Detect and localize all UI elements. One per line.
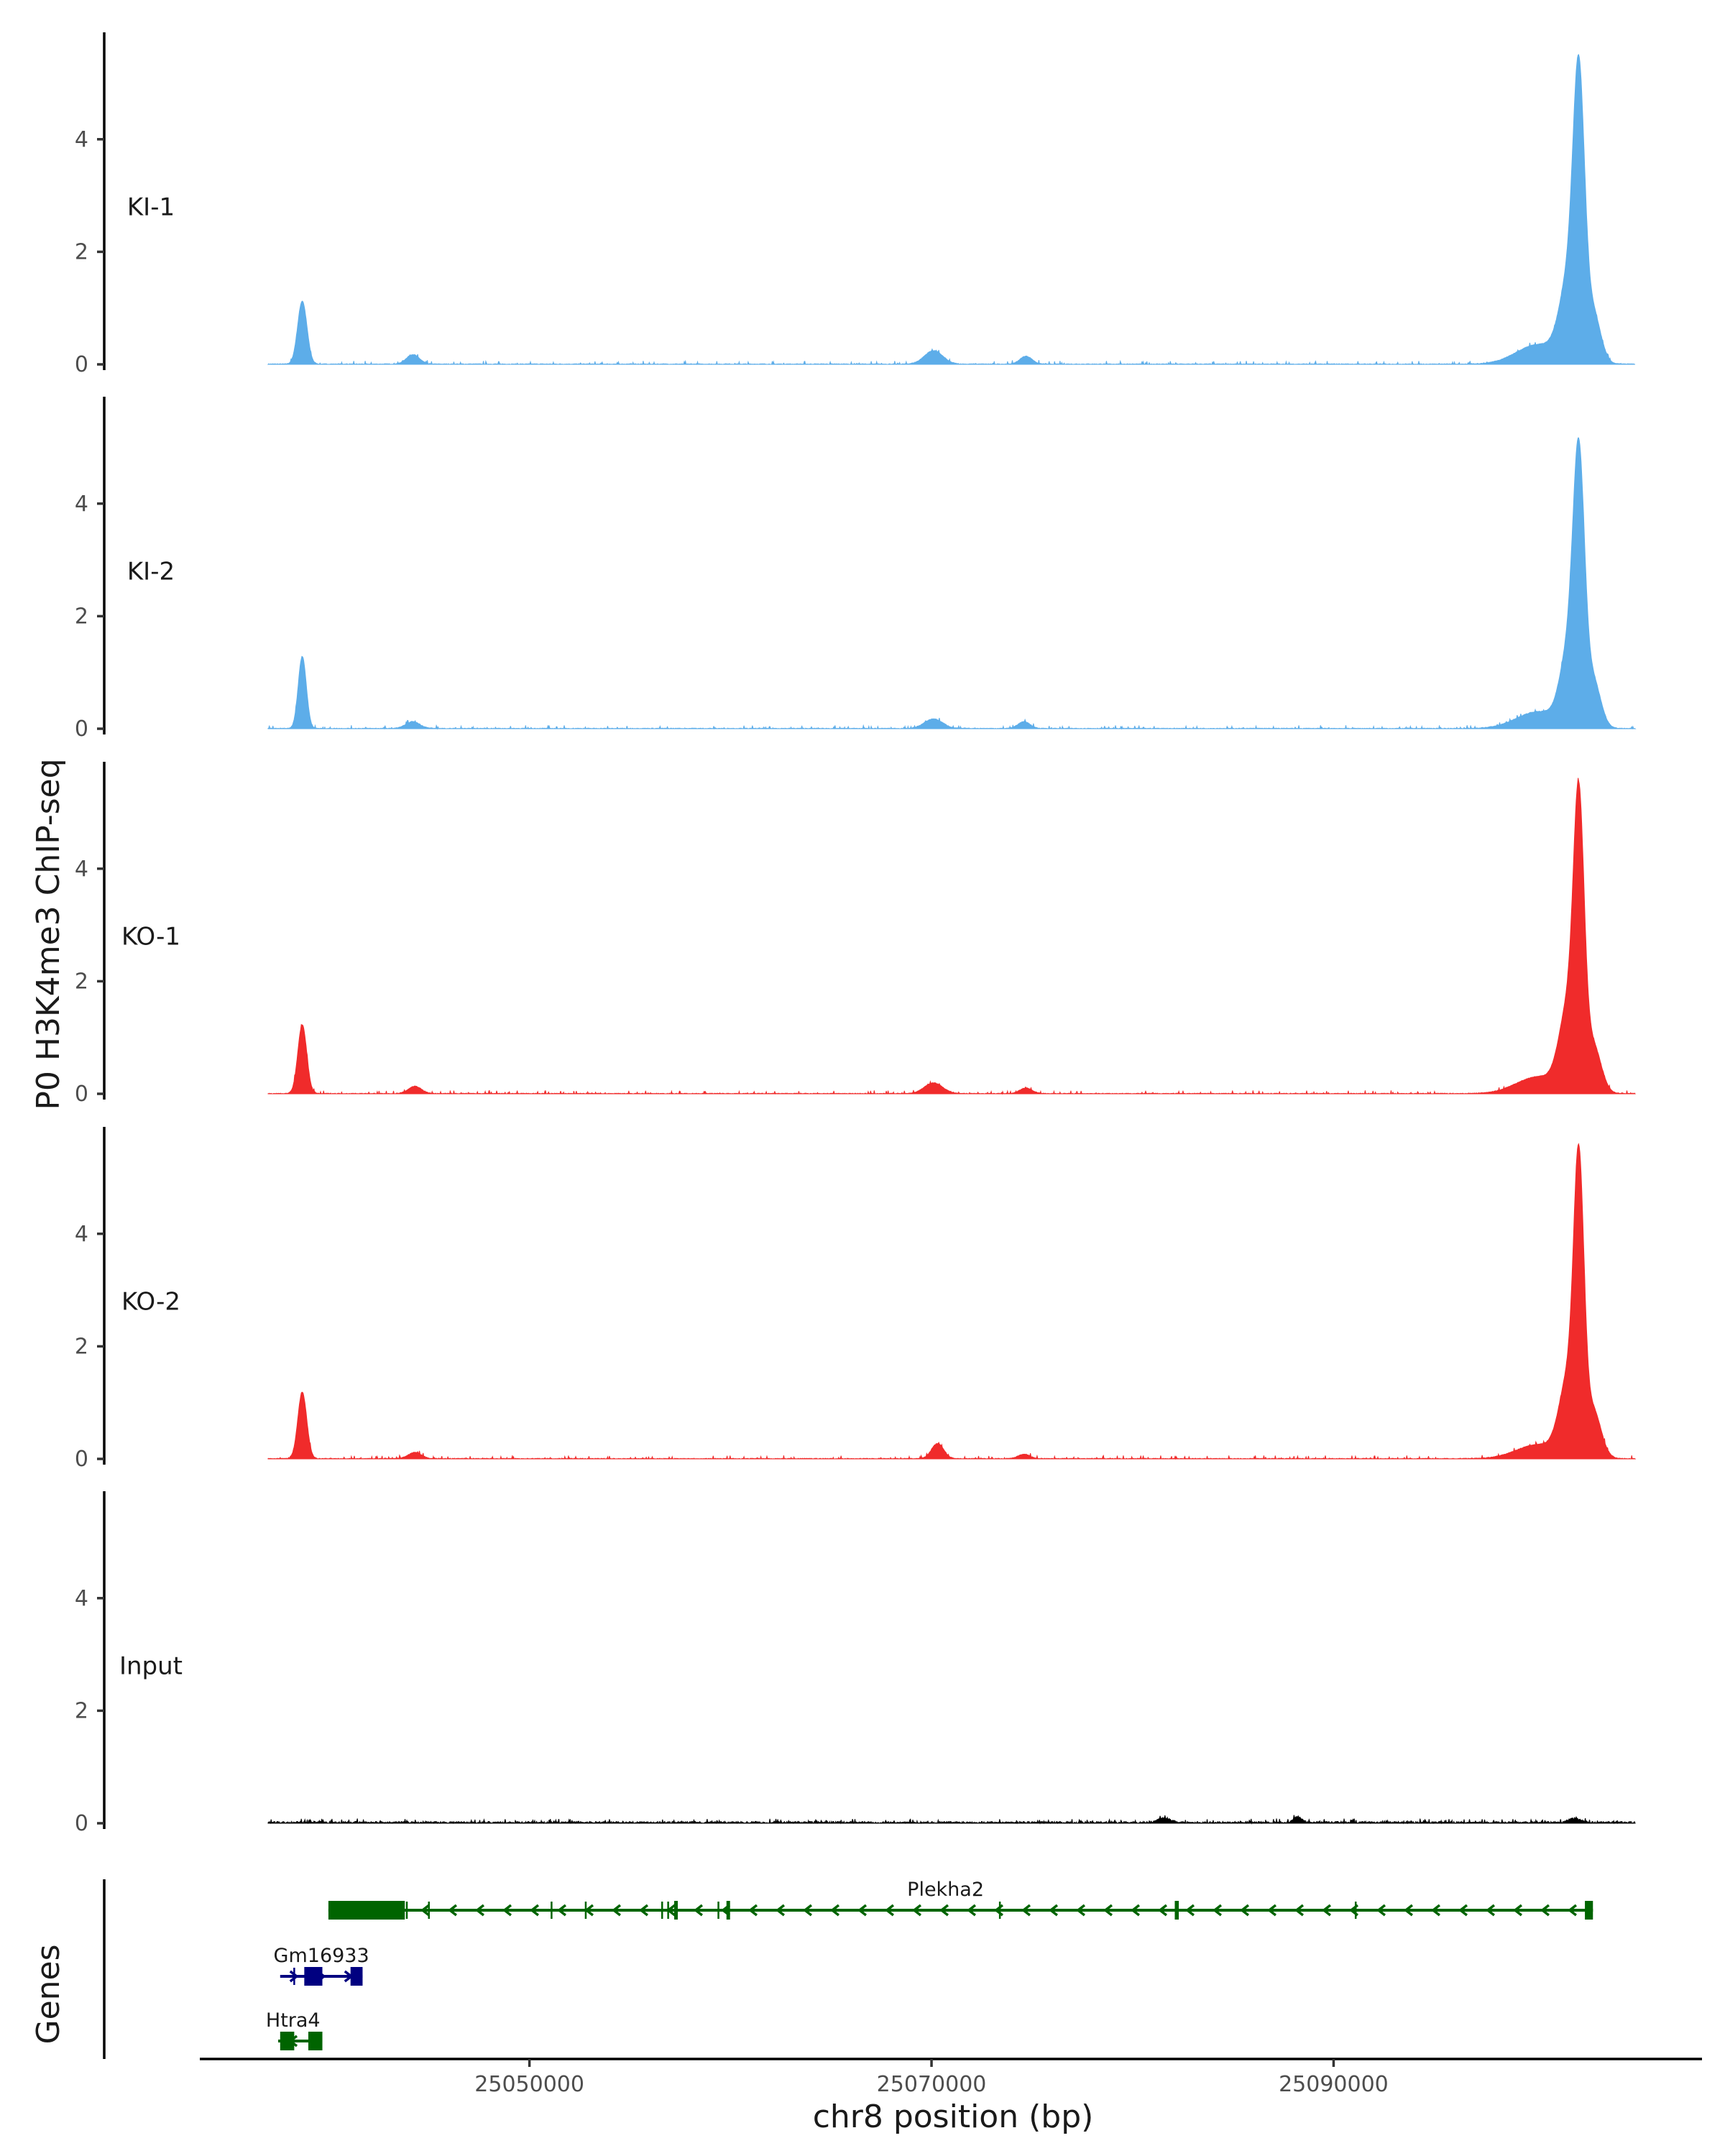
gene-exon bbox=[350, 1967, 363, 1986]
strand-chevron bbox=[1568, 1904, 1577, 1917]
y-tick-label: 4 bbox=[75, 492, 88, 517]
y-tick-label: 0 bbox=[75, 352, 88, 377]
strand-chevron bbox=[776, 1904, 785, 1917]
x-tick-label: 25090000 bbox=[1279, 2072, 1389, 2097]
strand-chevron bbox=[1486, 1904, 1495, 1917]
signal-area bbox=[267, 778, 1636, 1095]
y-tick-label: 2 bbox=[75, 1698, 88, 1723]
strand-chevron bbox=[885, 1904, 894, 1917]
signal-area bbox=[267, 54, 1636, 366]
x-axis-title: chr8 position (bp) bbox=[813, 2099, 1094, 2135]
gene-label: Htra4 bbox=[266, 2009, 321, 2032]
strand-chevron bbox=[1185, 1904, 1195, 1917]
track-label: Input bbox=[119, 1652, 183, 1681]
strand-chevron bbox=[1158, 1904, 1167, 1917]
gene-label: Gm16933 bbox=[274, 1945, 369, 1967]
track-label: KI-1 bbox=[127, 193, 175, 222]
gene-htra4: Htra4 bbox=[266, 2009, 323, 2050]
strand-chevron bbox=[1376, 1904, 1386, 1917]
strand-chevron bbox=[1021, 1904, 1031, 1917]
y-tick-label: 2 bbox=[75, 969, 88, 994]
strand-chevron bbox=[830, 1904, 840, 1917]
track-ki-1: 0 2 4 KI-1 bbox=[75, 32, 1636, 377]
y-tick-label: 4 bbox=[75, 1586, 88, 1611]
strand-chevron bbox=[912, 1904, 921, 1917]
gene-exon bbox=[1174, 1901, 1179, 1920]
y-tick-label: 0 bbox=[75, 717, 88, 742]
strand-chevron bbox=[530, 1904, 539, 1917]
strand-chevron bbox=[857, 1904, 867, 1917]
gene-exon bbox=[308, 2032, 323, 2050]
strand-chevron bbox=[557, 1904, 566, 1917]
strand-chevron bbox=[1131, 1904, 1140, 1917]
gene-plekha2: Plekha2 bbox=[328, 1879, 1593, 1920]
y-tick-label: 2 bbox=[75, 604, 88, 629]
track-ko-2: 0 2 4 KO-2 bbox=[75, 1127, 1637, 1472]
gene-exon bbox=[304, 1967, 323, 1986]
track-label: KI-2 bbox=[127, 558, 175, 586]
strand-chevron bbox=[289, 1970, 299, 1983]
track-ki-2: 0 2 4 KI-2 bbox=[75, 397, 1637, 742]
gene-exon bbox=[1585, 1901, 1593, 1920]
y-tick-label: 4 bbox=[75, 127, 88, 152]
gene-label: Plekha2 bbox=[907, 1879, 984, 1901]
y-tick-label: 0 bbox=[75, 1811, 88, 1836]
track-ko-1: 0 2 4 KO-1 bbox=[75, 762, 1636, 1107]
gene-exon bbox=[328, 1901, 405, 1920]
signal-area bbox=[267, 1815, 1636, 1825]
strand-chevron bbox=[502, 1904, 512, 1917]
y-tick-label: 4 bbox=[75, 1222, 88, 1247]
signal-area bbox=[267, 437, 1637, 730]
y-tick-label: 4 bbox=[75, 857, 88, 882]
gene-exon bbox=[726, 1901, 730, 1920]
strand-chevron bbox=[1458, 1904, 1468, 1917]
y-tick-label: 2 bbox=[75, 1334, 88, 1359]
y-tick-label: 2 bbox=[75, 239, 88, 264]
strand-chevron bbox=[1076, 1904, 1085, 1917]
genes-axis-title: Genes bbox=[30, 1944, 67, 2044]
track-input: 0 2 4 Input bbox=[75, 1491, 1636, 1836]
track-label: KO-1 bbox=[121, 923, 180, 952]
strand-chevron bbox=[1540, 1904, 1550, 1917]
track-label: KO-2 bbox=[121, 1288, 180, 1317]
strand-chevron bbox=[1049, 1904, 1058, 1917]
strand-chevron bbox=[1240, 1904, 1249, 1917]
x-tick-label: 25050000 bbox=[474, 2072, 584, 2097]
x-axis: 25050000 25070000 25090000 bbox=[200, 2058, 1702, 2097]
strand-chevron bbox=[1431, 1904, 1440, 1917]
strand-chevron bbox=[1294, 1904, 1304, 1917]
signal-area bbox=[267, 1143, 1637, 1460]
strand-chevron bbox=[1213, 1904, 1222, 1917]
strand-chevron bbox=[1404, 1904, 1413, 1917]
strand-chevron bbox=[420, 1904, 430, 1917]
strand-chevron bbox=[694, 1904, 703, 1917]
strand-chevron bbox=[967, 1904, 976, 1917]
strand-chevron bbox=[1513, 1904, 1522, 1917]
x-tick-label: 25070000 bbox=[877, 2072, 987, 2097]
strand-chevron bbox=[939, 1904, 949, 1917]
strand-chevron bbox=[639, 1904, 648, 1917]
strand-chevron bbox=[612, 1904, 621, 1917]
gene-exon bbox=[674, 1901, 678, 1920]
strand-chevron bbox=[448, 1904, 457, 1917]
strand-chevron bbox=[1267, 1904, 1276, 1917]
strand-chevron bbox=[1322, 1904, 1331, 1917]
strand-chevron bbox=[475, 1904, 484, 1917]
y-tick-label: 0 bbox=[75, 1082, 88, 1107]
y-axis-title: P0 H3K4me3 ChIP-seq bbox=[30, 758, 67, 1110]
gene-gm16933: Gm16933 bbox=[274, 1945, 369, 1986]
y-tick-label: 0 bbox=[75, 1447, 88, 1472]
strand-chevron bbox=[1103, 1904, 1113, 1917]
signal-tracks: 0 2 4 KI-1 0 2 4 KI-2 0 2 4 KO-1 0 2 4 KO-2 0 2 4 Input bbox=[75, 32, 1637, 1836]
strand-chevron bbox=[803, 1904, 812, 1917]
strand-chevron bbox=[748, 1904, 758, 1917]
gene-annotation-panel: Plekha2 Gm16933 Htra4 bbox=[103, 1879, 1593, 2059]
gene-exon bbox=[280, 2032, 295, 2050]
